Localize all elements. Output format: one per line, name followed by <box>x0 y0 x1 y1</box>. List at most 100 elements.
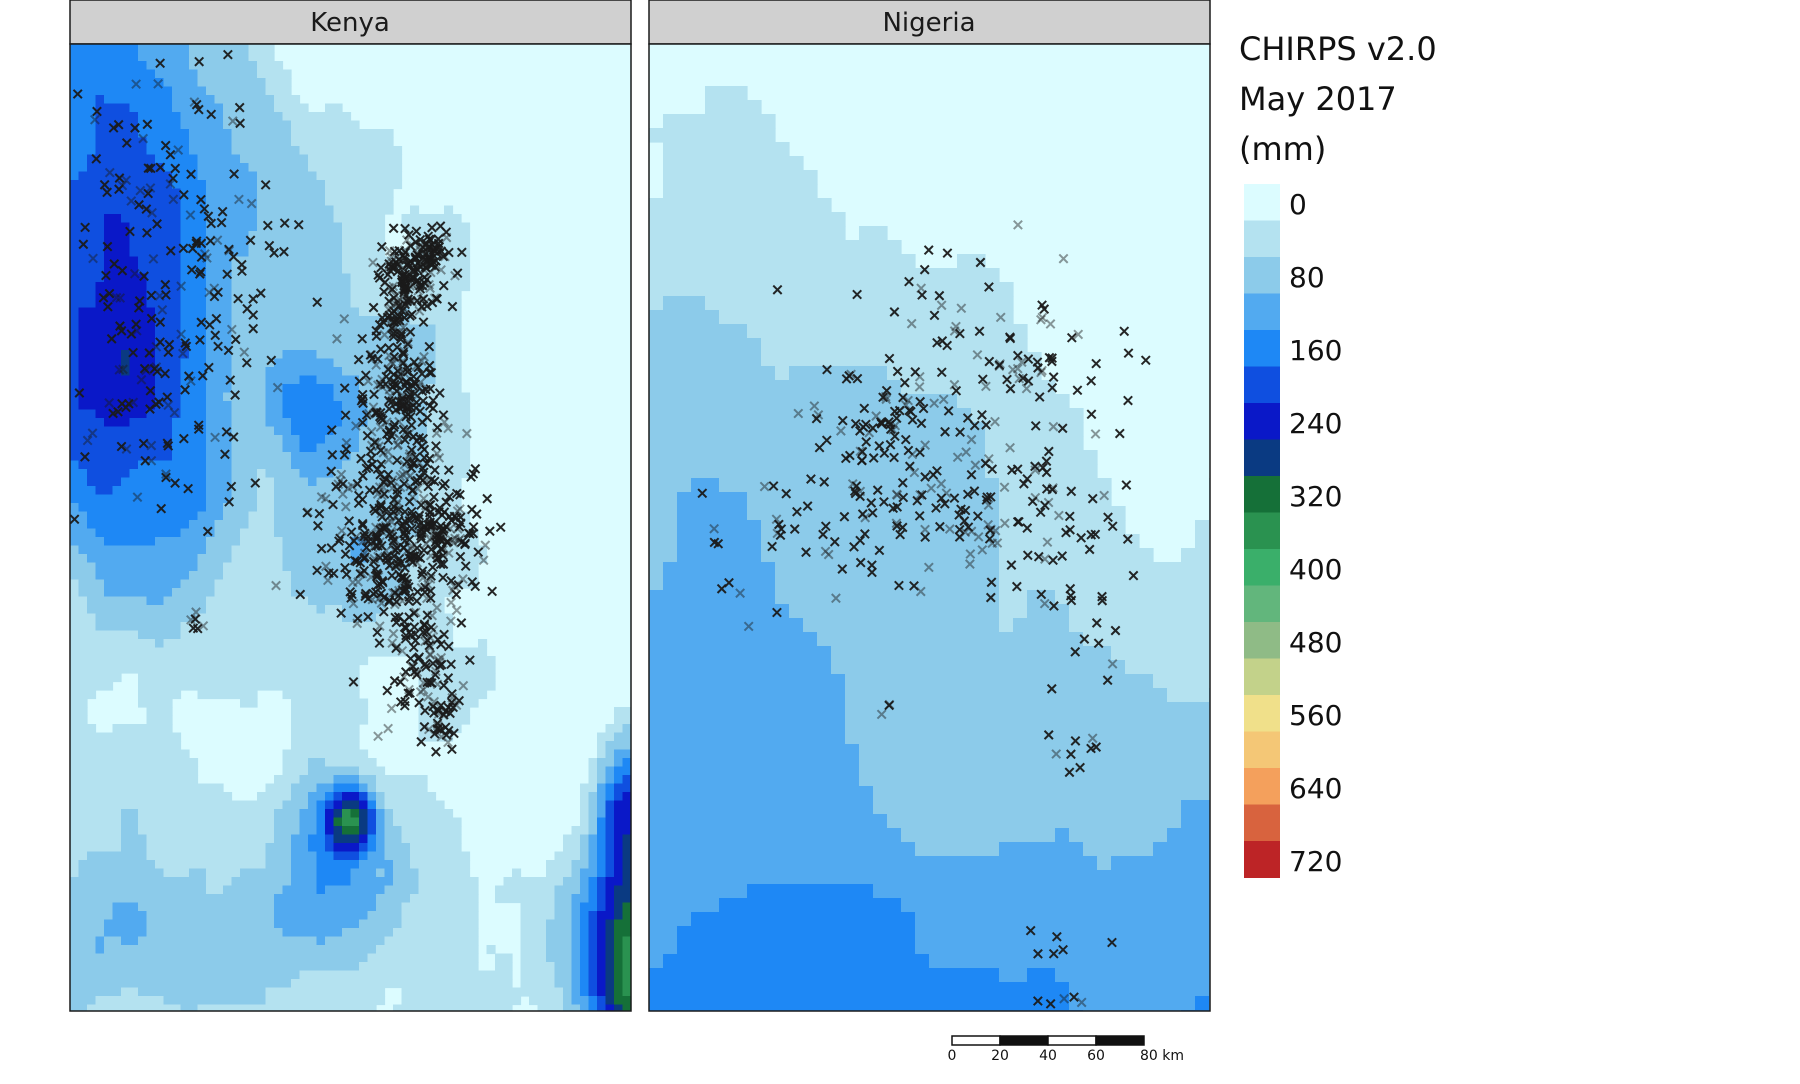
cross-marker <box>393 439 403 450</box>
cross-marker <box>1012 363 1023 374</box>
raster-cell <box>376 902 403 912</box>
cross-marker <box>177 348 188 359</box>
raster-cell <box>206 375 233 385</box>
raster-cell <box>325 605 343 615</box>
raster-cell <box>359 375 437 385</box>
cross-marker <box>146 455 157 466</box>
raster-cell <box>376 800 386 810</box>
legend-label: 480 <box>1289 626 1342 659</box>
raster-cell <box>206 350 233 360</box>
cross-marker <box>145 163 156 174</box>
raster-cell <box>435 341 462 351</box>
cross-marker <box>145 183 156 193</box>
raster-cell <box>214 579 292 589</box>
raster-cell <box>546 919 573 929</box>
cross-marker <box>405 389 416 400</box>
raster-cell <box>663 296 706 311</box>
raster-cell <box>206 384 233 394</box>
cross-marker <box>155 337 165 348</box>
raster-cell <box>384 826 403 836</box>
cross-marker <box>355 568 366 579</box>
raster-cell <box>189 137 233 147</box>
cross-marker <box>423 691 433 702</box>
raster-cell <box>622 953 631 963</box>
raster-cell <box>649 576 664 591</box>
raster-cell <box>180 273 207 283</box>
cross-marker <box>926 483 937 494</box>
cross-marker <box>422 242 433 253</box>
cross-marker <box>340 410 351 421</box>
cross-marker <box>132 492 143 503</box>
raster-cell <box>605 826 615 836</box>
raster-cell <box>240 698 258 708</box>
raster-cell <box>87 163 165 173</box>
cross-marker <box>1051 931 1062 942</box>
cross-marker <box>404 553 415 564</box>
raster-cell <box>1083 1010 1182 1011</box>
cross-marker <box>163 347 174 358</box>
cross-marker <box>248 294 259 304</box>
raster-cell <box>70 902 114 912</box>
cross-marker <box>443 737 453 748</box>
cross-marker <box>915 489 925 500</box>
raster-cell <box>70 928 105 938</box>
raster-cell <box>70 188 182 198</box>
raster-cell <box>206 367 233 377</box>
raster-cell <box>649 226 846 241</box>
cross-marker <box>210 330 221 341</box>
cross-marker <box>451 589 462 600</box>
legend-swatch <box>1244 841 1280 878</box>
raster-cell <box>1167 688 1210 703</box>
cross-marker <box>399 285 410 296</box>
cross-marker <box>839 511 850 522</box>
legend-label: 560 <box>1289 699 1342 732</box>
cross-marker <box>160 140 171 151</box>
cross-marker <box>884 699 895 710</box>
cross-marker <box>392 440 403 451</box>
raster-cell <box>180 256 207 266</box>
raster-cell <box>95 996 165 1006</box>
cross-marker <box>425 650 436 661</box>
cross-marker <box>386 517 397 528</box>
cross-marker <box>1047 353 1057 363</box>
cross-marker <box>438 559 449 570</box>
cross-marker <box>400 696 410 707</box>
cross-marker <box>884 700 895 711</box>
raster-cell <box>588 953 598 963</box>
cross-marker <box>443 641 454 652</box>
raster-cell <box>663 954 930 969</box>
cross-marker <box>425 677 435 688</box>
cross-marker <box>360 591 371 602</box>
cross-marker <box>454 521 465 532</box>
cross-marker <box>1005 442 1015 453</box>
cross-marker <box>907 449 918 460</box>
raster-cell <box>384 834 403 844</box>
raster-cell <box>614 766 631 776</box>
cross-marker <box>892 521 902 531</box>
raster-cell <box>240 528 275 538</box>
raster-cell <box>649 464 986 479</box>
cross-marker <box>1070 646 1081 657</box>
raster-cell <box>172 171 199 181</box>
raster-cell <box>308 758 326 768</box>
raster-cell <box>887 814 1182 829</box>
cross-marker <box>126 329 137 339</box>
cross-marker <box>372 407 382 418</box>
cross-marker <box>1064 511 1075 522</box>
cross-marker <box>302 507 313 518</box>
cross-marker <box>379 329 390 340</box>
raster-cell <box>70 316 80 326</box>
raster-cell <box>231 486 258 496</box>
cross-marker <box>892 502 903 512</box>
raster-cell <box>649 660 832 675</box>
raster-cell <box>359 443 428 453</box>
cross-marker <box>395 309 406 320</box>
raster-cell <box>588 809 598 819</box>
cross-marker <box>269 248 280 258</box>
raster-cell <box>223 562 284 572</box>
raster-cell <box>410 231 471 241</box>
raster-cell <box>70 681 114 691</box>
raster-cell <box>197 562 224 572</box>
raster-cell <box>325 885 386 895</box>
cross-marker <box>449 728 459 739</box>
